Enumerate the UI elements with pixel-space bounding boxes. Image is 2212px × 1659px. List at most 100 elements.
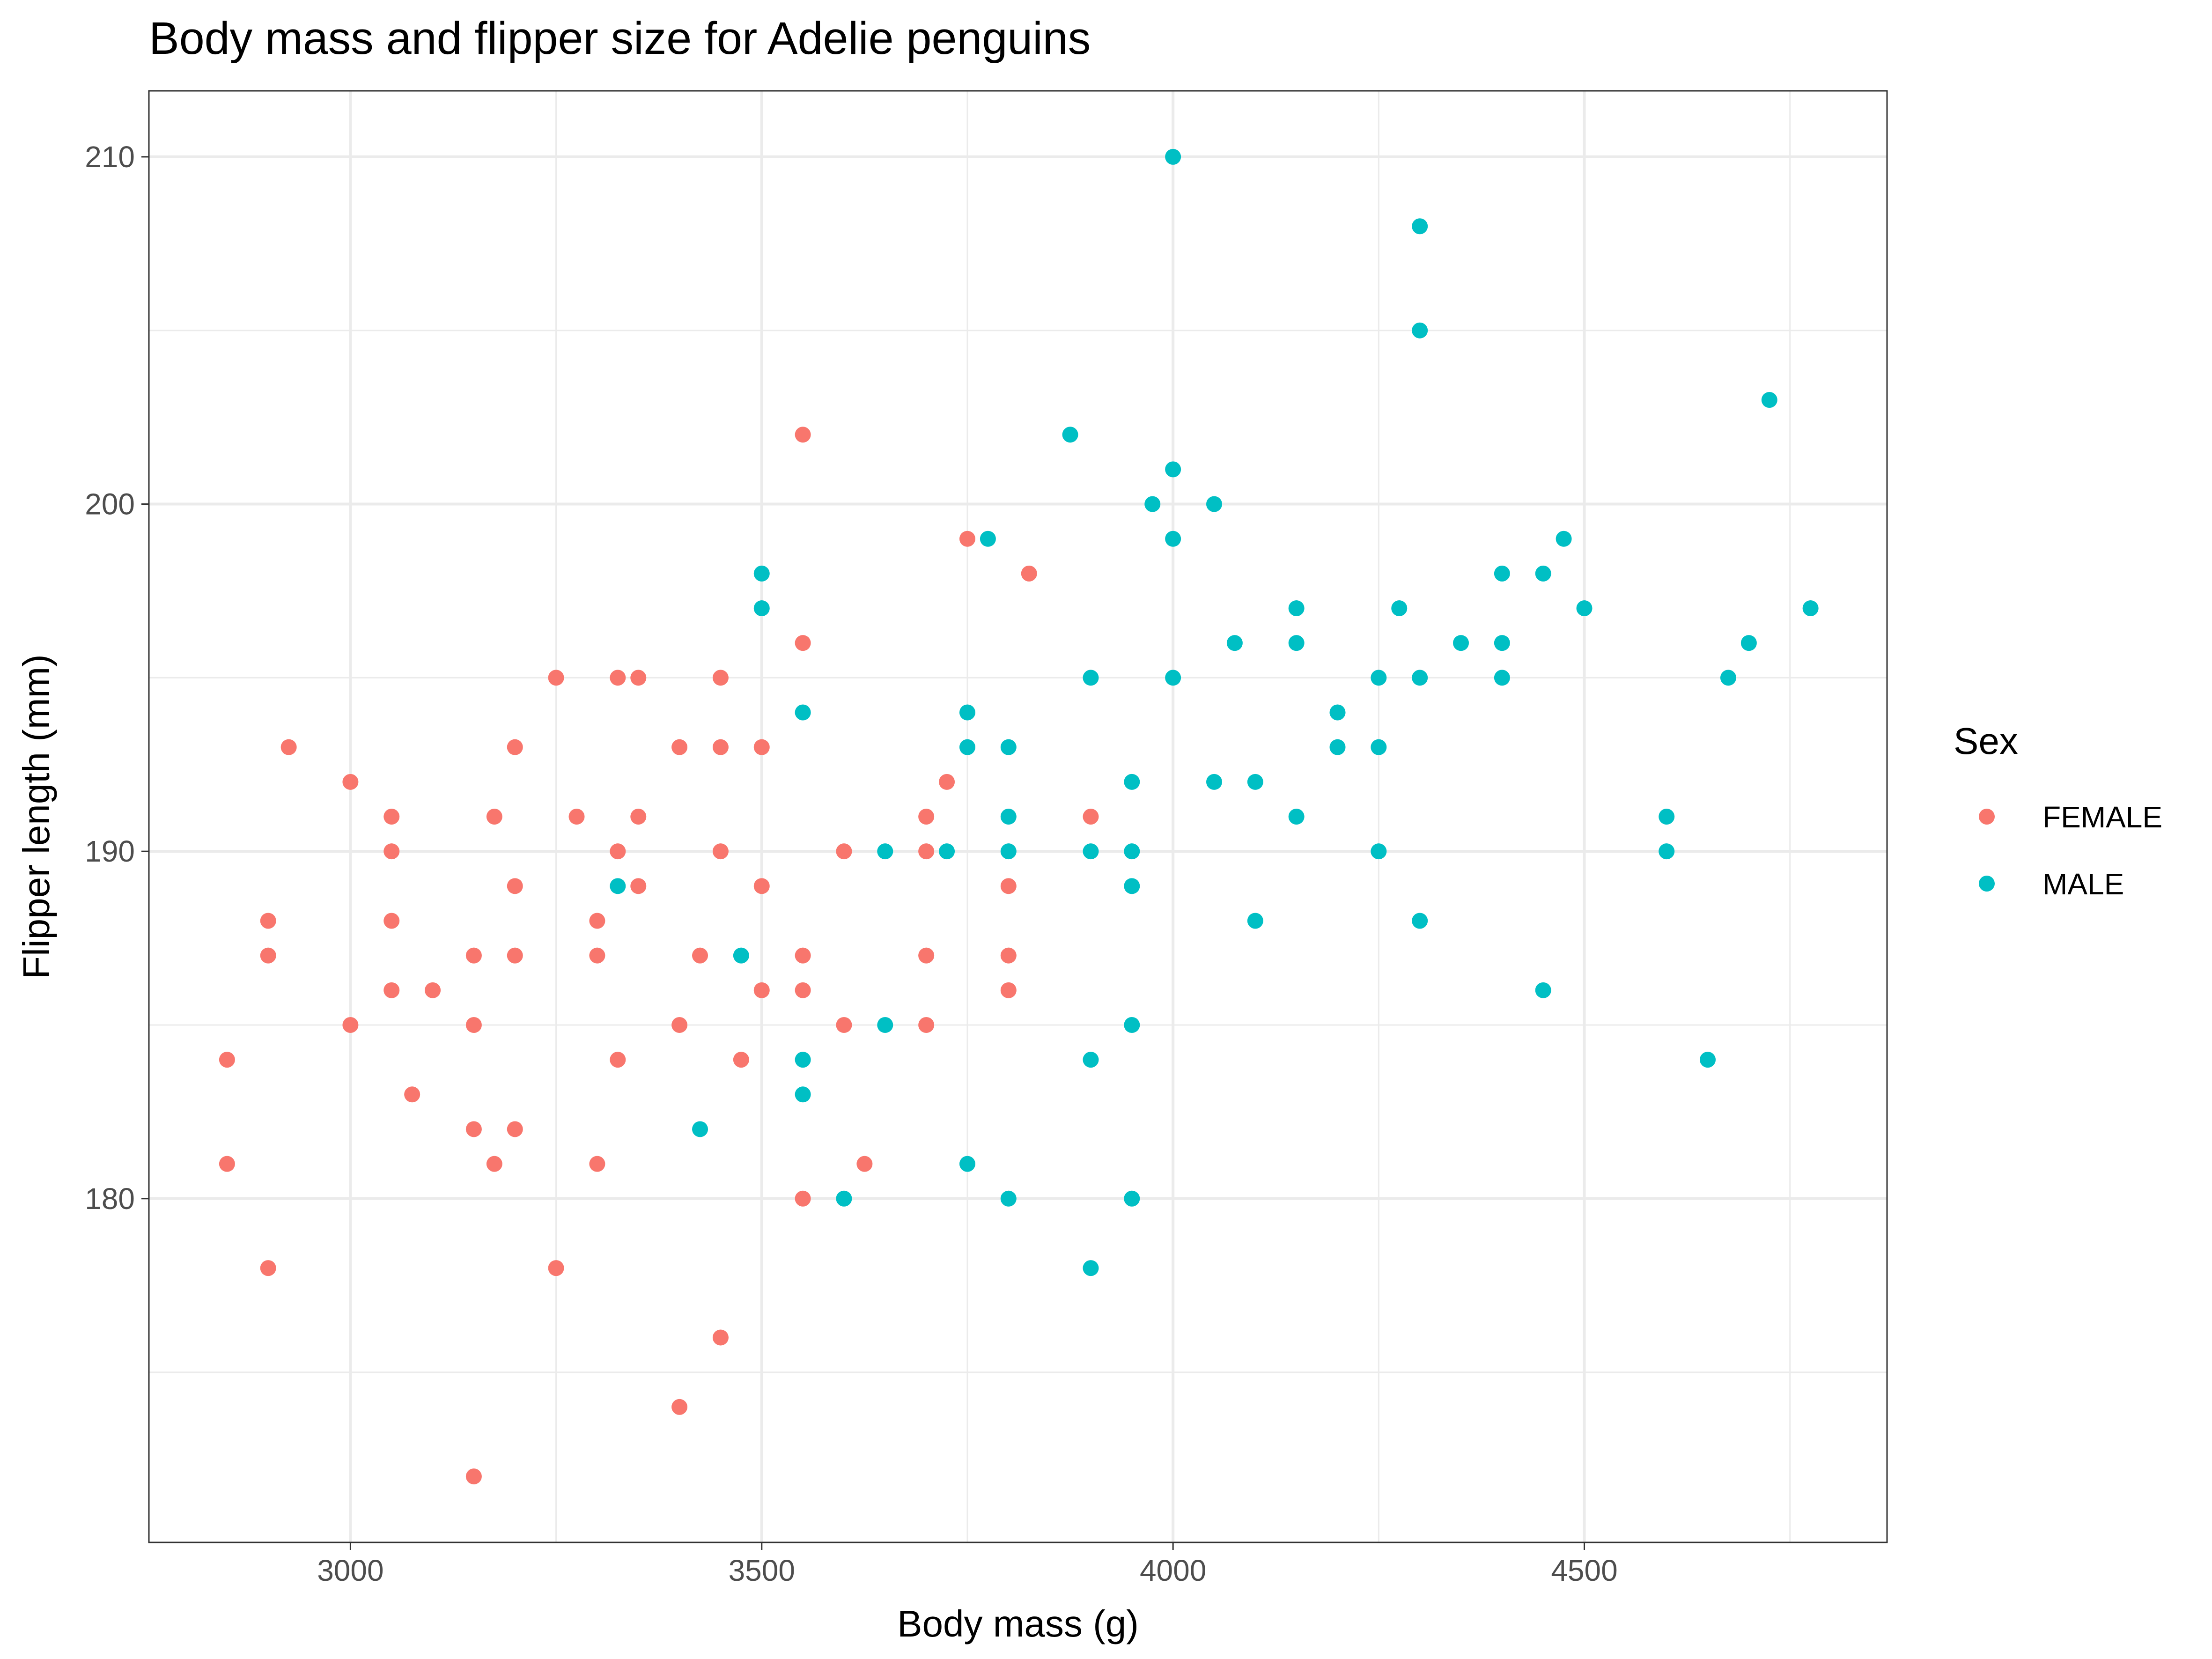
legend: Sex FEMALE MALE (1954, 720, 2162, 901)
data-point-female (610, 670, 626, 686)
data-point-female (795, 947, 811, 964)
data-point-male (753, 600, 770, 617)
data-point-male (1494, 565, 1510, 582)
data-point-female (712, 739, 729, 755)
data-point-male (1740, 635, 1757, 651)
data-point-male (1412, 670, 1428, 686)
data-point-female (712, 843, 729, 860)
data-point-male (959, 739, 975, 755)
data-point-female (342, 774, 359, 790)
data-point-female (753, 982, 770, 998)
x-tick-label: 3000 (317, 1554, 383, 1587)
data-point-female (589, 913, 605, 929)
axes: 3000 3500 4000 4500 180 190 200 210 (85, 140, 1617, 1587)
data-point-female (548, 1260, 564, 1276)
legend-label-female: FEMALE (2042, 800, 2162, 834)
data-point-female (630, 809, 647, 825)
data-point-male (959, 704, 975, 721)
data-point-female (1083, 809, 1099, 825)
data-point-male (1371, 843, 1387, 860)
data-point-male (1412, 218, 1428, 235)
data-point-male (1535, 565, 1551, 582)
data-point-female (753, 878, 770, 894)
data-point-male (1371, 670, 1387, 686)
data-point-male (1288, 809, 1305, 825)
data-point-female (836, 1017, 852, 1033)
data-point-female (856, 1156, 873, 1172)
data-point-female (507, 878, 523, 894)
data-point-female (630, 878, 647, 894)
data-point-female (795, 982, 811, 998)
data-point-female (795, 427, 811, 443)
x-axis-title: Body mass (g) (897, 1603, 1139, 1644)
data-point-male (1226, 635, 1243, 651)
data-point-female (383, 809, 400, 825)
data-point-female (383, 982, 400, 998)
data-point-male (1535, 982, 1551, 998)
data-point-male (692, 1121, 708, 1137)
data-point-female (959, 531, 975, 547)
data-point-male (733, 947, 749, 964)
data-point-female (795, 635, 811, 651)
legend-key-female (1979, 809, 1995, 825)
data-point-male (959, 1156, 975, 1172)
x-tick-label: 4000 (1140, 1554, 1206, 1587)
data-point-male (836, 1190, 852, 1207)
y-tick-label: 200 (85, 487, 135, 521)
data-point-female (548, 670, 564, 686)
data-point-male (1412, 913, 1428, 929)
data-point-male (1720, 670, 1736, 686)
y-axis-title: Flipper length (mm) (15, 654, 57, 979)
data-point-female (712, 1329, 729, 1346)
data-point-male (1329, 739, 1346, 755)
data-point-male (1494, 670, 1510, 686)
data-point-male (1124, 1017, 1140, 1033)
data-point-male (1000, 739, 1017, 755)
data-point-female (630, 670, 647, 686)
data-point-female (610, 843, 626, 860)
data-point-female (733, 1052, 749, 1068)
data-point-male (980, 531, 996, 547)
data-point-female (918, 947, 935, 964)
data-point-female (671, 1017, 688, 1033)
data-point-female (939, 774, 955, 790)
data-point-female (712, 670, 729, 686)
data-point-female (260, 913, 276, 929)
legend-title: Sex (1954, 720, 2018, 762)
legend-label-male: MALE (2042, 867, 2124, 901)
data-point-female (260, 1260, 276, 1276)
data-point-female (465, 1017, 482, 1033)
data-point-female (486, 1156, 502, 1172)
data-point-male (1700, 1052, 1716, 1068)
data-point-male (1453, 635, 1469, 651)
data-point-female (671, 1399, 688, 1415)
data-point-female (465, 947, 482, 964)
plot-panel-border (148, 90, 1888, 1543)
data-point-male (795, 1086, 811, 1103)
data-point-female (404, 1086, 420, 1103)
data-point-female (383, 913, 400, 929)
data-point-male (1761, 392, 1777, 408)
data-point-male (1412, 322, 1428, 339)
data-point-female (1000, 982, 1017, 998)
data-point-male (795, 1052, 811, 1068)
data-point-male (1802, 600, 1819, 617)
data-point-female (260, 947, 276, 964)
y-tick-label: 210 (85, 140, 135, 174)
data-point-male (877, 843, 893, 860)
data-point-male (1165, 531, 1181, 547)
data-point-male (1556, 531, 1572, 547)
y-tick-label: 180 (85, 1182, 135, 1216)
data-point-male (1062, 427, 1078, 443)
data-point-male (1000, 843, 1017, 860)
data-points (219, 148, 1819, 1485)
x-tick-label: 4500 (1551, 1554, 1617, 1587)
legend-key-male (1979, 876, 1995, 892)
chart-title: Body mass and flipper size for Adelie pe… (149, 13, 1091, 64)
data-point-male (1659, 809, 1675, 825)
data-point-male (939, 843, 955, 860)
data-point-female (918, 1017, 935, 1033)
data-point-male (795, 704, 811, 721)
